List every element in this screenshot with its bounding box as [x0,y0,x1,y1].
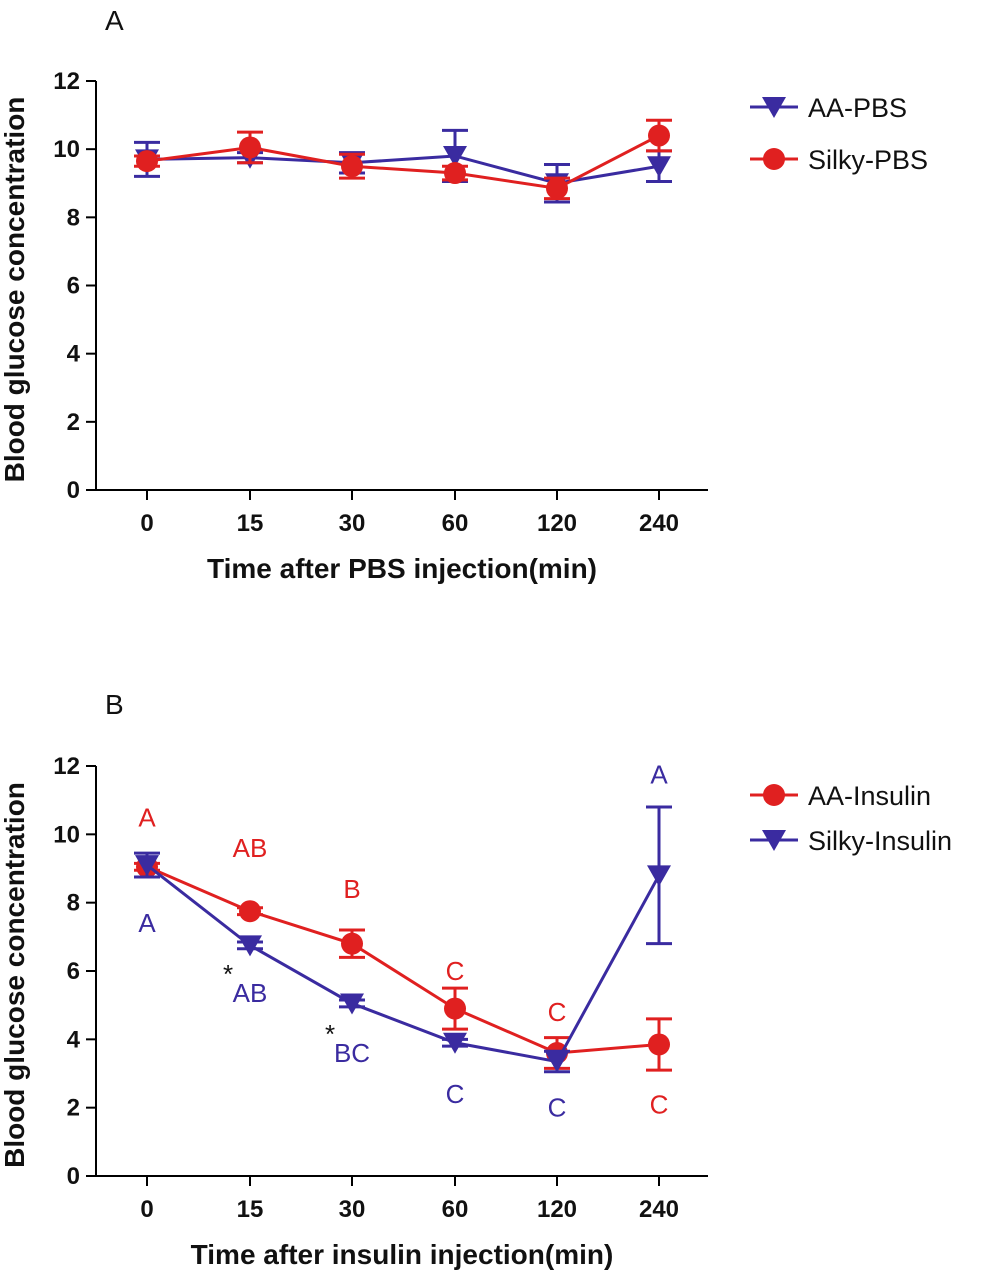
series-line [146,134,660,190]
y-tick-label: 10 [53,821,80,848]
legend-label: Silky-PBS [808,145,928,175]
y-tick-label: 4 [67,1026,81,1053]
panel-letter: B [105,689,124,720]
x-tick-label: 15 [237,510,264,537]
x-tick-label: 30 [339,1196,366,1223]
group-letter-label: B [343,874,360,904]
legend-label: AA-Insulin [808,781,931,811]
data-point-triangle [135,855,159,877]
data-point-circle [444,162,466,185]
y-axis-title: Blood glucose concentration [0,97,30,483]
x-tick-label: 15 [237,1196,264,1223]
x-tick-label: 30 [339,510,366,537]
group-letter-label: C [446,956,465,986]
group-letter-label: C [548,1093,567,1123]
data-point-circle [444,997,466,1020]
y-tick-label: 6 [67,273,80,300]
group-letter-label: AB [233,833,268,863]
legend-marker-circle [763,148,785,170]
x-tick-label: 240 [639,1196,679,1223]
panel-letter: A [105,5,124,36]
y-tick-label: 2 [67,1095,80,1122]
group-letter-label: C [650,1089,669,1119]
data-point-circle [648,1033,670,1056]
data-point-triangle [647,156,671,178]
data-point-circle [239,900,261,923]
x-tick-label: 240 [639,510,679,537]
y-tick-label: 2 [67,409,80,436]
data-point-triangle [545,1051,569,1073]
group-letter-label: BC [334,1038,370,1068]
data-point-triangle [238,935,262,957]
y-tick-label: 8 [67,204,80,231]
series-silky-pbs: Silky-PBS [134,118,928,201]
group-letter-label: C [548,997,567,1027]
series-line [146,865,660,1055]
y-tick-label: 6 [67,958,80,985]
group-letter-label: AB [233,978,268,1008]
data-point-circle [239,136,261,159]
data-point-circle [648,124,670,147]
y-tick-label: 10 [53,136,80,163]
x-tick-label: 120 [537,510,577,537]
data-point-circle [136,150,158,173]
data-point-circle [546,177,568,200]
x-tick-label: 60 [442,510,469,537]
y-tick-label: 4 [67,341,81,368]
x-axis-title: Time after insulin injection(min) [191,1239,614,1270]
group-letter-label: C [446,1079,465,1109]
series-line [146,863,661,1064]
x-tick-label: 0 [140,510,153,537]
group-letter-label: A [138,908,156,938]
data-point-triangle [443,145,467,167]
group-letter-label: A [138,802,156,832]
data-point-triangle [340,993,364,1015]
y-tick-label: 0 [67,1163,80,1190]
x-tick-label: 0 [140,1196,153,1223]
data-point-circle [341,932,363,955]
x-axis-title: Time after PBS injection(min) [207,553,597,584]
y-tick-label: 0 [67,477,80,504]
y-axis-title: Blood glucose concentration [0,782,30,1168]
significance-star: * [223,959,233,989]
y-tick-label: 8 [67,890,80,917]
group-letter-label: A [650,760,668,790]
legend-marker-circle [763,784,785,806]
legend-marker-triangle [762,830,786,851]
data-point-circle [341,155,363,178]
y-tick-label: 12 [53,753,80,780]
legend-label: AA-PBS [808,93,907,123]
y-tick-label: 12 [53,68,80,95]
data-point-triangle [443,1032,467,1054]
legend-label: Silky-Insulin [808,826,952,856]
data-point-triangle [647,865,671,887]
legend-marker-triangle [762,97,786,118]
x-tick-label: 60 [442,1196,469,1223]
significance-star: * [325,1019,335,1049]
x-tick-label: 120 [537,1196,577,1223]
